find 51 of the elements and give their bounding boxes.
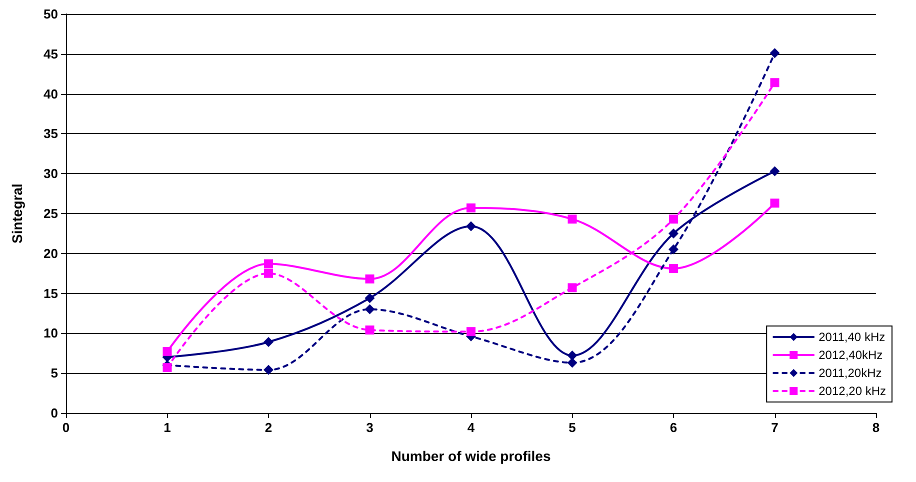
point bbox=[668, 244, 678, 254]
legend-label: 2012,40kHz bbox=[818, 348, 883, 362]
x-tick-label: 1 bbox=[164, 420, 171, 435]
point bbox=[264, 259, 273, 268]
y-tick-label: 15 bbox=[44, 286, 58, 301]
point bbox=[264, 268, 273, 278]
y-tick-label: 30 bbox=[44, 166, 58, 182]
y-tick-label: 5 bbox=[50, 366, 58, 381]
point bbox=[365, 326, 374, 335]
point bbox=[466, 327, 476, 336]
legend-label: 2011,20kHz bbox=[818, 366, 882, 380]
x-tick-label: 4 bbox=[467, 420, 476, 435]
point bbox=[669, 264, 678, 274]
point bbox=[770, 48, 780, 58]
x-tick-label: 2 bbox=[264, 420, 272, 435]
point bbox=[567, 358, 578, 368]
y-tick-label: 20 bbox=[44, 246, 58, 261]
y-tick-label: 25 bbox=[44, 206, 58, 221]
x-tick-label: 8 bbox=[872, 420, 880, 435]
point bbox=[567, 350, 578, 361]
point bbox=[770, 198, 780, 208]
point bbox=[264, 364, 274, 375]
x-tick-label: 0 bbox=[62, 420, 70, 435]
point bbox=[770, 166, 780, 176]
x-tick-label: 5 bbox=[568, 420, 576, 435]
point bbox=[669, 214, 678, 224]
y-tick-label: 35 bbox=[44, 126, 58, 142]
point bbox=[568, 214, 577, 224]
legend-label: 2012,20 kHz bbox=[818, 384, 886, 398]
x-axis-title: Number of wide profiles bbox=[391, 448, 551, 464]
y-tick-label: 40 bbox=[44, 86, 58, 102]
y-tick-label: 10 bbox=[44, 326, 58, 341]
point bbox=[568, 283, 577, 292]
point bbox=[162, 363, 172, 372]
point bbox=[365, 274, 374, 284]
point bbox=[466, 221, 476, 232]
point bbox=[264, 336, 274, 347]
x-tick-label: 6 bbox=[670, 420, 678, 435]
x-tick-label: 3 bbox=[366, 420, 374, 435]
point bbox=[162, 347, 172, 356]
point bbox=[770, 78, 780, 88]
legend-label: 2011,40 kHz bbox=[818, 330, 886, 344]
point bbox=[466, 203, 476, 212]
x-tick-label: 7 bbox=[771, 420, 778, 435]
y-axis-title: Sintegral bbox=[9, 184, 25, 244]
y-tick-label: 50 bbox=[44, 6, 58, 22]
point bbox=[364, 293, 375, 304]
point bbox=[668, 228, 678, 238]
y-tick-label: 0 bbox=[50, 406, 58, 420]
y-tick-label: 45 bbox=[44, 46, 58, 62]
point bbox=[364, 304, 375, 314]
